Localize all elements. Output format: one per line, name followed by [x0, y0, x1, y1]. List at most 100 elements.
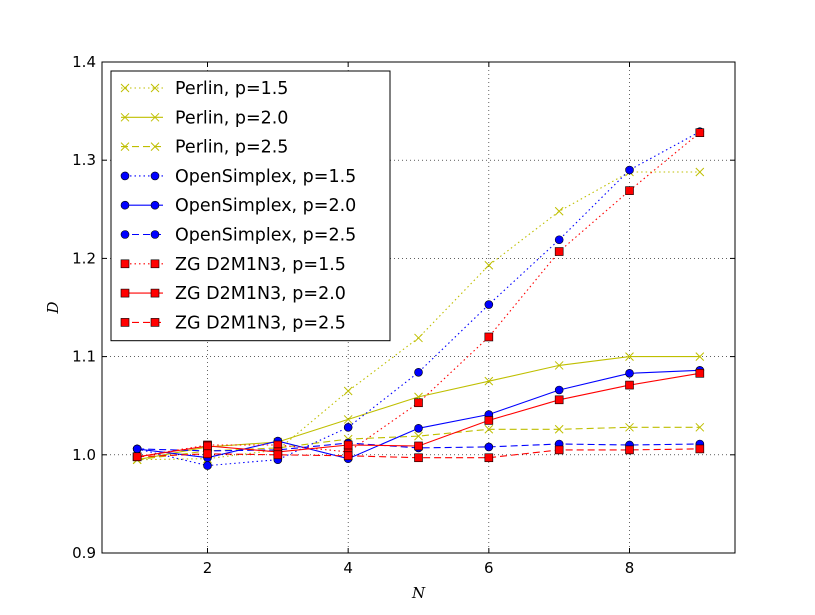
axis-ticks: 2 4 6 8 0.9 1.0 1.1 1.2 1.3 1.4	[72, 53, 735, 577]
plot-frame	[101, 61, 736, 554]
data-point	[554, 247, 564, 256]
data-point	[484, 332, 494, 342]
data-point	[273, 450, 283, 460]
data-point	[554, 395, 564, 405]
data-point	[414, 453, 423, 463]
legend-label: ZG D2M1N3, p=1.5	[175, 255, 346, 275]
legend-entry: ZG D2M1N3, p=2.5	[120, 313, 346, 333]
legend-entry: Perlin, p=1.5	[120, 79, 288, 99]
data-point	[414, 431, 423, 441]
series-line	[137, 426, 700, 461]
data-point	[343, 440, 353, 450]
data-point	[625, 352, 634, 361]
y-tick-label: 0.9	[72, 544, 96, 562]
data-point	[203, 441, 212, 451]
series-layer	[132, 127, 705, 470]
series-8	[132, 444, 705, 463]
data-point	[484, 442, 494, 452]
data-point	[695, 444, 705, 454]
data-point	[343, 423, 353, 432]
legend-label: OpenSimplex, p=2.5	[175, 226, 356, 246]
legend: Perlin, p=1.5 Perlin, p=2.0 Perlin, p=2.5 O…	[110, 70, 391, 342]
x-axis-label: N	[411, 584, 426, 602]
data-point	[554, 424, 564, 434]
series-line	[137, 131, 701, 467]
y-tick-label: 1.0	[72, 446, 96, 464]
legend-marker	[120, 259, 130, 269]
x-tick-label: 8	[625, 559, 635, 577]
legend-label: Perlin, p=2.5	[175, 138, 288, 158]
data-point	[625, 445, 634, 455]
data-point	[554, 445, 564, 455]
legend-marker	[120, 318, 130, 327]
data-point	[554, 361, 564, 370]
data-point	[484, 300, 494, 309]
legend-marker	[150, 112, 160, 122]
data-point	[484, 416, 494, 425]
legend-entry: OpenSimplex, p=2.5	[120, 226, 356, 246]
data-point	[625, 380, 634, 390]
data-point	[132, 444, 142, 454]
data-point	[414, 423, 423, 433]
data-point	[484, 424, 494, 434]
legend-label: ZG D2M1N3, p=2.5	[175, 313, 346, 333]
legend-marker	[150, 259, 160, 269]
data-point	[554, 206, 564, 216]
legend-entry: Perlin, p=2.0	[120, 108, 288, 128]
data-point	[414, 333, 423, 343]
legend-marker	[150, 171, 160, 181]
data-point	[695, 368, 705, 378]
data-point	[343, 451, 353, 461]
legend-marker	[120, 112, 130, 122]
legend-entry: OpenSimplex, p=2.0	[120, 196, 356, 216]
legend-label: Perlin, p=2.0	[175, 108, 288, 128]
x-tick-label: 6	[484, 559, 494, 577]
data-point	[414, 368, 423, 377]
legend-marker	[150, 200, 160, 210]
data-point	[695, 128, 705, 138]
legend-label: OpenSimplex, p=1.5	[175, 167, 356, 187]
legend-marker	[150, 83, 160, 93]
legend-marker	[120, 288, 130, 298]
data-point	[484, 260, 494, 270]
legend-label: Perlin, p=1.5	[175, 79, 288, 99]
legend-marker	[120, 230, 130, 239]
legend-label: ZG D2M1N3, p=2.0	[175, 284, 346, 304]
y-axis-label: D	[44, 301, 62, 314]
legend-marker	[120, 83, 130, 93]
data-point	[414, 441, 423, 451]
data-point	[625, 422, 634, 432]
data-point	[554, 235, 564, 245]
legend-marker	[120, 171, 130, 181]
legend-entry: ZG D2M1N3, p=2.0	[120, 284, 346, 304]
legend-entry: Perlin, p=2.5	[120, 138, 288, 158]
legend-marker	[150, 230, 160, 239]
y-tick-label: 1.3	[72, 151, 96, 169]
data-point	[625, 165, 634, 175]
legend-marker	[120, 142, 130, 151]
data-point	[695, 352, 705, 361]
legend-entry: ZG D2M1N3, p=1.5	[120, 255, 346, 275]
data-point	[132, 452, 142, 462]
data-point	[695, 167, 705, 177]
y-tick-label: 1.1	[72, 348, 96, 366]
data-point	[414, 398, 423, 408]
y-tick-label: 1.4	[72, 53, 96, 71]
legend-marker	[150, 142, 160, 151]
legend-label: OpenSimplex, p=2.0	[175, 196, 356, 216]
data-point	[625, 186, 634, 195]
legend-marker	[120, 200, 130, 210]
data-point	[343, 415, 353, 424]
data-point	[625, 368, 634, 378]
legend-marker	[150, 318, 160, 327]
legend-entry: OpenSimplex, p=1.5	[120, 167, 356, 187]
data-point	[343, 386, 353, 396]
data-point	[484, 376, 494, 386]
x-tick-label: 2	[203, 559, 213, 577]
data-point	[695, 422, 705, 432]
x-tick-label: 4	[343, 559, 353, 577]
data-point	[203, 449, 212, 459]
data-point	[554, 385, 564, 395]
legend-marker	[150, 288, 160, 298]
data-point	[203, 461, 212, 470]
